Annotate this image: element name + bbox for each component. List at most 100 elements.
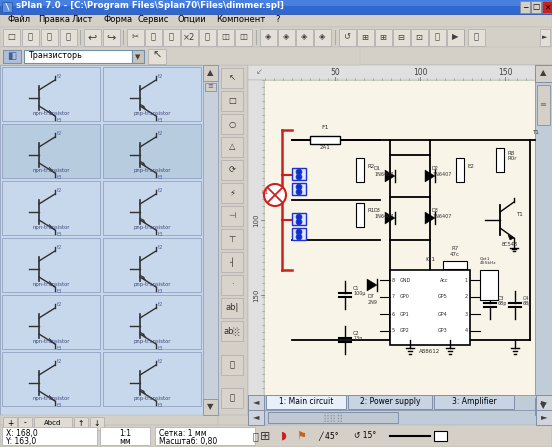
Bar [84,29,101,46]
Text: ⟳: ⟳ [229,165,236,174]
Bar [221,68,243,88]
Polygon shape [140,104,146,110]
Bar [221,183,243,203]
Text: 2: 2 [465,295,468,299]
Bar [0,65,218,415]
Bar [248,65,552,80]
Circle shape [296,214,302,220]
Text: pnp-transistor: pnp-transistor [133,339,171,344]
Text: C3
68p: C3 68p [498,295,507,306]
Text: ↖: ↖ [152,51,162,61]
Text: t2: t2 [158,188,163,193]
Text: ○: ○ [229,119,236,128]
Bar [205,83,216,91]
Bar [0,0,552,6]
Bar [221,91,243,111]
Text: t3: t3 [57,175,62,180]
Text: npn-transistor: npn-transistor [32,225,70,230]
Text: ab░: ab░ [224,326,241,336]
Bar [199,29,216,46]
Bar [103,352,201,406]
Text: ◈: ◈ [265,33,271,42]
Polygon shape [425,170,435,182]
Text: ►: ► [541,413,547,422]
Bar [181,29,198,46]
Text: 🔒: 🔒 [474,33,479,42]
Bar [535,398,552,415]
Text: 50: 50 [330,68,340,77]
Text: t3: t3 [158,232,163,237]
Text: ▶: ▶ [452,33,458,42]
Text: ─: ─ [523,3,527,12]
Text: D7
2N9: D7 2N9 [368,294,378,305]
Text: D3
1N6407: D3 1N6407 [432,208,452,219]
Text: ⊣: ⊣ [229,211,236,220]
Circle shape [296,184,302,190]
Text: C2
13n: C2 13n [353,331,362,342]
Text: E2: E2 [467,164,474,169]
Polygon shape [49,395,55,401]
Bar [537,85,550,125]
Polygon shape [49,110,55,116]
Text: 6: 6 [392,312,395,316]
Bar [447,29,464,46]
Polygon shape [140,218,146,224]
Polygon shape [367,279,377,291]
Bar [496,148,504,172]
Bar [103,181,201,235]
Text: ↪: ↪ [107,32,116,42]
Bar [221,252,243,272]
Text: ↺: ↺ [343,33,351,42]
Bar [2,2,12,12]
Text: R2: R2 [367,164,374,169]
Text: F1: F1 [321,125,329,130]
Text: ⊞: ⊞ [362,33,369,42]
Text: ✕: ✕ [544,3,550,12]
Text: 1: Main circuit: 1: Main circuit [279,397,333,406]
Bar [3,417,17,430]
Bar [278,29,295,46]
Text: pnp-transistor: pnp-transistor [133,396,171,401]
Bar [520,1,530,13]
Text: t2: t2 [158,245,163,250]
Text: Опции: Опции [178,15,206,24]
Text: T1: T1 [516,212,523,218]
Polygon shape [49,338,55,344]
Bar [221,298,243,318]
Bar [357,29,374,46]
Bar [248,395,264,410]
Text: Форма: Форма [104,15,133,24]
Text: pnp-transistor: pnp-transistor [133,282,171,287]
Bar [203,65,218,81]
Circle shape [296,229,302,235]
Text: pnp-transistor: pnp-transistor [133,168,171,173]
Polygon shape [140,275,146,281]
Text: мм: мм [535,68,545,74]
Bar [310,136,340,144]
Bar [103,124,201,178]
Bar [2,427,97,445]
Text: R7
47c: R7 47c [450,246,460,257]
Text: 🔍: 🔍 [230,393,235,402]
Text: t2: t2 [57,74,62,79]
Text: 4: 4 [465,329,468,333]
Text: ◫: ◫ [239,33,247,42]
Bar [218,65,248,415]
Bar [536,395,552,410]
Polygon shape [49,167,55,173]
Bar [217,29,234,46]
Text: t3: t3 [158,118,163,123]
Text: C4
68p: C4 68p [523,295,532,306]
Bar [221,229,243,249]
Bar [221,160,243,180]
Text: ⊞: ⊞ [380,33,386,42]
Bar [393,29,410,46]
Bar [248,410,264,425]
Text: ▲: ▲ [207,68,213,77]
Text: ↓: ↓ [94,418,100,427]
Bar [2,352,100,406]
Bar [536,410,552,425]
Bar [34,417,72,430]
Text: 1:1: 1:1 [119,429,131,438]
Text: pnp-transistor: pnp-transistor [133,111,171,116]
